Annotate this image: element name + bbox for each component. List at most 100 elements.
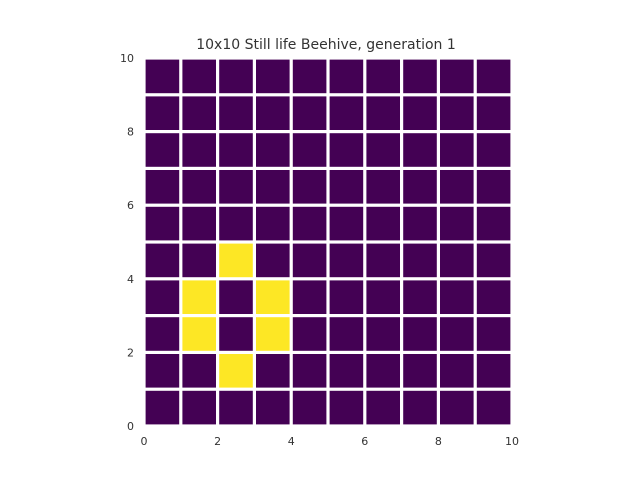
dead-cell <box>476 354 511 388</box>
dead-cell <box>292 354 327 388</box>
dead-cell <box>476 133 511 167</box>
dead-cell <box>366 243 400 278</box>
dead-cell <box>256 96 290 130</box>
dead-cell <box>182 133 216 167</box>
dead-cell <box>292 96 327 130</box>
dead-cell <box>440 170 474 204</box>
dead-cell <box>403 96 437 130</box>
dead-cell <box>256 133 290 167</box>
dead-cell <box>366 59 400 94</box>
dead-cell <box>403 243 437 278</box>
dead-cell <box>182 96 216 130</box>
dead-cell <box>182 59 216 94</box>
dead-cell <box>182 354 216 388</box>
alive-cell <box>182 280 216 314</box>
dead-cell <box>329 280 364 314</box>
dead-cell <box>145 280 180 314</box>
dead-cell <box>329 243 364 278</box>
dead-cell <box>366 280 400 314</box>
y-tick-label: 10 <box>120 52 134 65</box>
dead-cell <box>476 206 511 241</box>
dead-cell <box>292 170 327 204</box>
dead-cell <box>366 170 400 204</box>
dead-cell <box>329 133 364 167</box>
dead-cell <box>440 317 474 351</box>
dead-cell <box>182 206 216 241</box>
dead-cell <box>329 317 364 351</box>
dead-cell <box>403 133 437 167</box>
dead-cell <box>440 133 474 167</box>
dead-cell <box>182 170 216 204</box>
axis-ticks: 0 2 4 6 8 10 0 2 4 6 8 10 <box>120 52 519 448</box>
dead-cell <box>145 96 180 130</box>
alive-cell <box>219 243 253 278</box>
dead-cell <box>366 354 400 388</box>
dead-cell <box>219 133 253 167</box>
dead-cell <box>145 390 180 425</box>
dead-cell <box>476 96 511 130</box>
dead-cell <box>329 354 364 388</box>
dead-cell <box>145 354 180 388</box>
dead-cell <box>219 206 253 241</box>
dead-cell <box>440 206 474 241</box>
dead-cell <box>219 170 253 204</box>
dead-cell <box>440 280 474 314</box>
dead-cell <box>256 243 290 278</box>
dead-cell <box>329 96 364 130</box>
dead-cell <box>182 243 216 278</box>
dead-cell <box>256 206 290 241</box>
y-tick-label: 0 <box>127 420 134 433</box>
dead-cell <box>219 317 253 351</box>
dead-cell <box>292 280 327 314</box>
dead-cell <box>440 243 474 278</box>
dead-cell <box>256 59 290 94</box>
y-tick-label: 6 <box>127 199 134 212</box>
alive-cell <box>182 317 216 351</box>
dead-cell <box>145 243 180 278</box>
dead-cell <box>476 59 511 94</box>
dead-cell <box>403 280 437 314</box>
dead-cell <box>403 59 437 94</box>
dead-cell <box>403 390 437 425</box>
dead-cell <box>145 59 180 94</box>
dead-cell <box>292 206 327 241</box>
dead-cell <box>403 317 437 351</box>
dead-cell <box>476 317 511 351</box>
dead-cell <box>440 59 474 94</box>
dead-cell <box>440 354 474 388</box>
chart-title: 10x10 Still life Beehive, generation 1 <box>196 37 456 53</box>
dead-cell <box>366 317 400 351</box>
dead-cell <box>403 170 437 204</box>
x-tick-label: 4 <box>288 435 295 448</box>
dead-cell <box>329 59 364 94</box>
dead-cell <box>476 390 511 425</box>
dead-cell <box>366 133 400 167</box>
dead-cell <box>440 96 474 130</box>
alive-cell <box>219 354 253 388</box>
cell-grid <box>145 59 511 425</box>
dead-cell <box>145 170 180 204</box>
dead-cell <box>292 59 327 94</box>
dead-cell <box>329 390 364 425</box>
dead-cell <box>476 170 511 204</box>
dead-cell <box>256 170 290 204</box>
dead-cell <box>366 390 400 425</box>
dead-cell <box>476 243 511 278</box>
alive-cell <box>256 280 290 314</box>
dead-cell <box>366 206 400 241</box>
dead-cell <box>145 206 180 241</box>
alive-cell <box>256 317 290 351</box>
dead-cell <box>292 317 327 351</box>
dead-cell <box>476 280 511 314</box>
dead-cell <box>329 206 364 241</box>
x-tick-label: 0 <box>141 435 148 448</box>
dead-cell <box>219 96 253 130</box>
dead-cell <box>440 390 474 425</box>
x-tick-label: 2 <box>214 435 221 448</box>
dead-cell <box>292 133 327 167</box>
y-tick-label: 2 <box>127 346 134 359</box>
dead-cell <box>219 390 253 425</box>
dead-cell <box>219 280 253 314</box>
